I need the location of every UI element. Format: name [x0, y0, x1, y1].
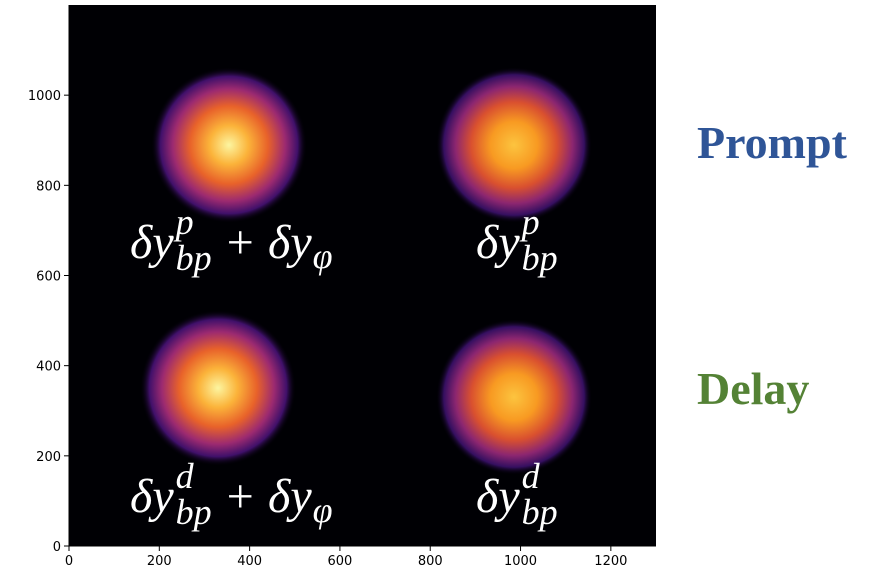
- annotation-base: δy: [130, 470, 174, 523]
- y-tick-label: 800: [36, 179, 61, 194]
- y-tick-label: 600: [36, 270, 61, 285]
- spot: [140, 310, 296, 466]
- image-background: [69, 5, 656, 546]
- x-tick-label: 200: [147, 554, 172, 568]
- row-label: Delay: [697, 363, 809, 414]
- annotation-sup: p: [173, 202, 194, 242]
- x-tick-label: 400: [237, 554, 262, 568]
- annotation-sub: bp: [522, 492, 558, 532]
- x-tick-label: 800: [418, 554, 443, 568]
- y-tick-label: 200: [36, 450, 61, 465]
- x-tick-label: 600: [328, 554, 353, 568]
- x-tick-label: 0: [65, 554, 73, 568]
- annotation-sub: bp: [176, 492, 212, 532]
- annotation-sub: bp: [522, 238, 558, 278]
- annotation-base: δy: [476, 470, 520, 523]
- chart: 0 200 400 600 800 1000 1200 0 200 400 600 800 1000 δy…: [0, 0, 879, 568]
- annotation-rest: + δy: [224, 216, 313, 269]
- annotation-sup: d: [522, 456, 541, 496]
- spot: [151, 67, 307, 223]
- annotation-base: δy: [476, 216, 520, 269]
- y-tick-label: 0: [53, 540, 61, 555]
- annotation-sup: p: [519, 202, 540, 242]
- x-tick-label: 1000: [504, 554, 537, 568]
- annotation-rest-sub: φ: [313, 490, 333, 530]
- annotation-base: δy: [130, 216, 174, 269]
- annotation-rest-sub: φ: [313, 236, 333, 276]
- spot: [436, 319, 592, 475]
- y-tick-label: 1000: [28, 89, 61, 104]
- annotation-sub: bp: [176, 238, 212, 278]
- y-tick-label: 400: [36, 360, 61, 375]
- spot: [436, 67, 592, 223]
- annotation-sup: d: [176, 456, 195, 496]
- annotation-rest: + δy: [224, 470, 313, 523]
- row-label: Prompt: [697, 117, 848, 168]
- x-tick-label: 1200: [594, 554, 627, 568]
